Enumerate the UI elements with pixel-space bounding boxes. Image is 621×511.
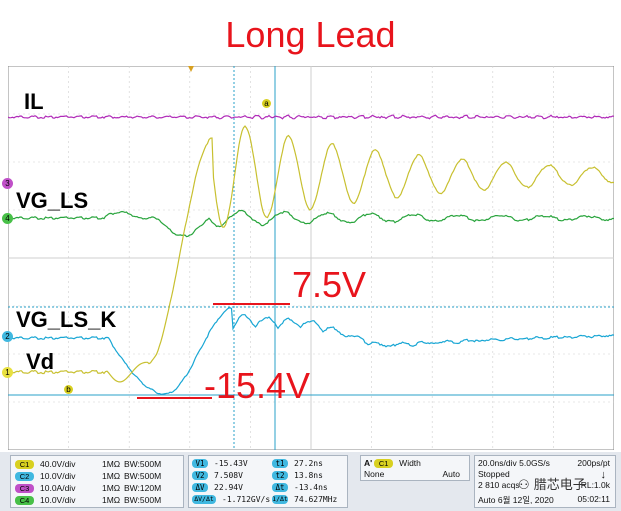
c3-badge: C3 [15,484,34,494]
trigger-row: A' C1 Width [364,458,421,469]
c4-badge: C4 [15,496,34,506]
il-waveform [8,114,614,120]
channel-row[interactable]: C3 10.0A/div 1MΩ BW:120M [15,483,161,494]
cursor-a-marker[interactable]: a [262,99,271,108]
trigger-box[interactable]: A' C1 Width None Auto [360,455,470,481]
vg-ls-k-waveform [8,307,614,395]
oscilloscope-screen [8,66,614,450]
vg-ls-channel-marker[interactable]: 4 [2,213,13,224]
lower-voltage-annotation: -15.4V [204,365,311,406]
trigger-row: None Auto [364,469,460,479]
vg-ls-label: VG_LS [16,188,89,213]
acq-row: Auto 6월 12일, 2020 05:02:11 [478,494,610,505]
channel-row[interactable]: C2 10.0V/div 1MΩ BW:500M [15,471,161,482]
vg-ls-k-label: VG_LS_K [16,307,117,332]
acq-row: 20.0ns/div 5.0GS/s 200ps/pt [478,458,610,468]
vg-ls-waveform [8,209,614,238]
vd-channel-marker[interactable]: 1 [2,367,13,378]
watermark: ⚇ 腊芯电子 [518,478,586,493]
cursor-row: V1 -15.43V t1 27.2ns [192,459,323,470]
stop-arrow-icon: ↓ [600,469,607,481]
cursor-lines [8,66,614,450]
vg-ls-k-channel-marker[interactable]: 2 [2,331,13,342]
cursor-b-marker[interactable]: b [64,385,73,394]
c2-badge: C2 [15,472,34,482]
cursor-readout-box[interactable]: V1 -15.43V t1 27.2ns V2 7.508V t2 13.8ns ΔV 22.… [188,455,348,508]
channel-settings-box[interactable]: C1 40.0V/div 1MΩ BW:500M C2 10.0V/div 1MΩ BW:5… [10,455,184,508]
vd-waveform [8,125,614,383]
c1-badge: C1 [15,460,34,470]
cursor-row: ΔV 22.94V Δt -13.4ns [192,483,328,494]
channel-row[interactable]: C4 10.0V/div 1MΩ BW:500M [15,495,161,506]
vd-label: Vd [26,349,55,374]
acq-row: Stopped ↓ [478,469,607,481]
chart-title: Long Lead [225,14,396,55]
channel-row[interactable]: C1 40.0V/div 1MΩ BW:500M [15,459,161,470]
il-channel-marker[interactable]: 3 [2,178,13,189]
cursor-row: V2 7.508V t2 13.8ns [192,471,323,482]
upper-voltage-annotation: 7.5V [292,264,367,305]
trigger-position-icon[interactable] [188,66,194,72]
acq-row: 2 810 acqs RL:1.0k [478,480,610,490]
cursor-row: ΔV/Δt -1.712GV/s 1/Δt 74.627MHz [192,495,337,506]
wechat-icon: ⚇ [518,478,530,493]
il-label: IL [24,89,44,114]
graticule [8,66,614,450]
acquisition-box[interactable]: 20.0ns/div 5.0GS/s 200ps/pt Stopped ↓ 2 81… [474,455,616,508]
measurement-panel: C1 40.0V/div 1MΩ BW:500M C2 10.0V/div 1MΩ BW:5… [0,452,621,511]
